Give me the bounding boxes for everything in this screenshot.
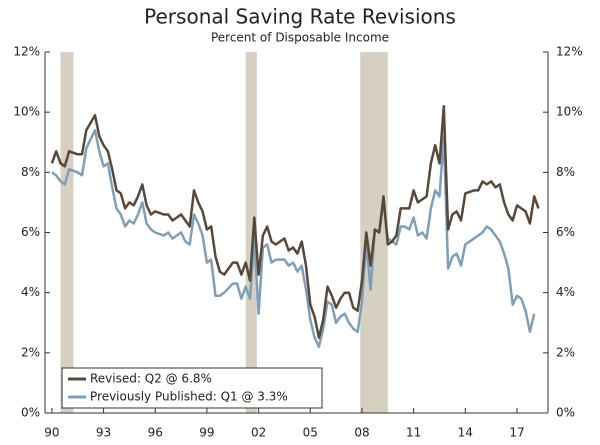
x-tick-label: 99 [199, 426, 214, 440]
y-tick-label: 12% [13, 45, 40, 59]
x-tick-label: 93 [96, 426, 111, 440]
y2-tick-label: 6% [556, 225, 575, 239]
y-tick-label: 6% [21, 225, 40, 239]
y2-tick-label: 0% [556, 406, 575, 420]
x-tick-label: 90 [44, 426, 59, 440]
y-tick-label: 0% [21, 406, 40, 420]
y-tick-label: 8% [21, 165, 40, 179]
y-tick-label: 4% [21, 285, 40, 299]
y2-tick-label: 4% [556, 285, 575, 299]
y-tick-label: 10% [13, 105, 40, 119]
recession-band [245, 52, 257, 413]
chart-title: Personal Saving Rate Revisions [144, 5, 456, 29]
y-tick-label: 2% [21, 345, 40, 359]
x-tick-label: 17 [509, 426, 524, 440]
series-line [50, 104, 540, 340]
y2-tick-label: 8% [556, 165, 575, 179]
legend-box [61, 367, 323, 409]
legend-label: Previously Published: Q1 @ 3.3% [90, 390, 288, 404]
x-tick-label: 96 [148, 426, 163, 440]
chart-subtitle: Percent of Disposable Income [211, 31, 389, 45]
legend-label: Revised: Q2 @ 6.8% [90, 372, 212, 386]
recession-band [60, 52, 74, 413]
y2-tick-label: 10% [556, 105, 583, 119]
y2-tick-label: 2% [556, 345, 575, 359]
x-tick-label: 14 [458, 426, 473, 440]
x-tick-label: 11 [406, 426, 421, 440]
x-tick-label: 02 [251, 426, 266, 440]
x-tick-label: 08 [354, 426, 369, 440]
x-tick-label: 05 [303, 426, 318, 440]
series-line [51, 128, 536, 349]
y2-tick-label: 12% [556, 45, 583, 59]
